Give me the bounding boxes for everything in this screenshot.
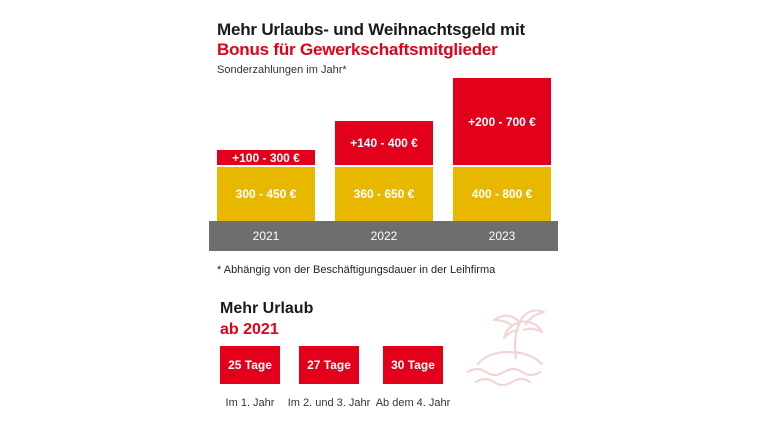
vacation-subtitle: ab 2021 <box>220 321 279 338</box>
bar-base-2022: 360 - 650 € <box>335 167 433 221</box>
bar-base-2023: 400 - 800 € <box>453 167 551 221</box>
vacation-days-badge: 27 Tage <box>299 346 359 384</box>
vacation-period-label: Im 1. Jahr <box>225 397 275 409</box>
bar-base-2021: 300 - 450 € <box>217 167 315 221</box>
vacation-days-badge: 30 Tage <box>383 346 443 384</box>
x-axis-band <box>209 221 558 251</box>
x-tick-label: 2021 <box>252 229 280 243</box>
chart-title-line2: Bonus für Gewerkschaftsmitglieder <box>217 40 498 59</box>
chart-subtitle: Sonderzahlungen im Jahr* <box>217 64 347 76</box>
vacation-title: Mehr Urlaub <box>220 300 314 317</box>
bar-bonus-2022: +140 - 400 € <box>335 121 433 165</box>
x-tick-label: 2022 <box>370 229 398 243</box>
chart-title-line1: Mehr Urlaubs- und Weihnachtsgeld mit <box>217 20 525 39</box>
bar-bonus-2023: +200 - 700 € <box>453 78 551 165</box>
x-tick-label: 2023 <box>488 229 516 243</box>
vacation-days-badge: 25 Tage <box>220 346 280 384</box>
footnote: * Abhängig von der Beschäftigungsdauer i… <box>217 264 496 276</box>
vacation-period-label: Im 2. und 3. Jahr <box>287 397 371 409</box>
vacation-period-label: Ab dem 4. Jahr <box>375 397 451 409</box>
palm-island-icon <box>466 309 546 386</box>
bar-bonus-2021: +100 - 300 € <box>217 150 315 165</box>
